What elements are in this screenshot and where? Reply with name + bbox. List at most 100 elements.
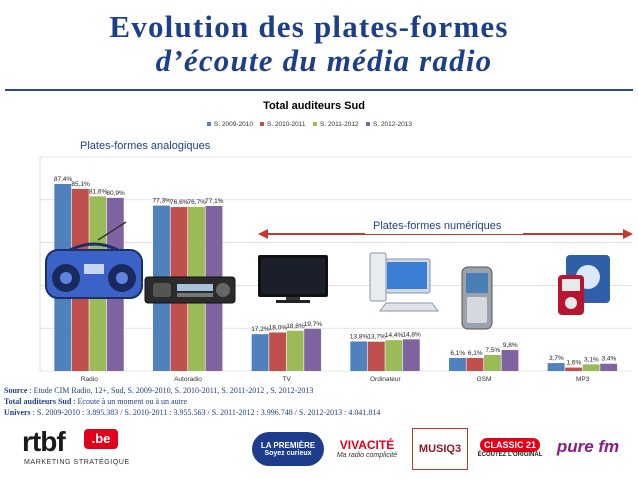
- x-tick-label: MP3: [576, 376, 590, 383]
- data-label: 18,0%: [269, 324, 288, 331]
- x-tick-label: Autoradio: [174, 376, 202, 383]
- legend-swatch: [313, 122, 317, 126]
- legend-label: S. 2009-2010: [214, 121, 253, 128]
- bar-chart: Total auditeurs Sud S. 2009-2010 S. 2010-…: [5, 95, 633, 385]
- chart-x-ticks: Radio Autoradio TV Ordinateur GSM MP3: [81, 376, 590, 383]
- footer-univers-label: Univers: [4, 408, 31, 417]
- data-label: 77,3%: [153, 198, 172, 205]
- computer-icon: [369, 252, 439, 312]
- data-label: 85,1%: [71, 181, 90, 188]
- data-label: 80,9%: [106, 190, 125, 197]
- car-radio-icon: [144, 276, 236, 304]
- footer-source: Source : Etude CIM Radio, 12+, Sud, S. 2…: [4, 386, 313, 395]
- legend-label: S. 2010-2011: [267, 121, 306, 128]
- x-tick-label: Radio: [81, 376, 98, 383]
- title-line-2: d’écoute du média radio: [155, 43, 493, 78]
- analog-label: Plates-formes analogiques: [80, 140, 211, 152]
- footer-univers: Univers : S. 2009-2010 : 3.895.383 / S. …: [4, 408, 380, 417]
- data-label: 13,7%: [367, 334, 386, 341]
- classic21-logo: CLASSIC 21 ÉCOUTEZ L'ORIGINAL: [474, 426, 546, 470]
- musiq3-logo: MUSIQ3: [412, 428, 468, 470]
- legend-swatch: [260, 122, 264, 126]
- data-label: 14,8%: [402, 331, 421, 338]
- x-tick-label: TV: [283, 376, 292, 383]
- tv-icon: [258, 255, 328, 303]
- bar: [449, 357, 466, 371]
- data-label: 87,4%: [54, 176, 73, 183]
- bar: [565, 367, 583, 371]
- gsm-phone-icon: [461, 266, 493, 330]
- data-label: 17,2%: [251, 326, 270, 333]
- chart-data-labels: 87,4%85,1%81,6% 80,9% 77,3% 76,6% 76,7% 77,1%…: [54, 176, 617, 367]
- data-label: 3,4%: [602, 356, 617, 363]
- footer-source-text: : Etude CIM Radio, 12+, Sud, S. 2009-201…: [27, 386, 314, 395]
- digital-arrow-left-icon: [258, 229, 268, 239]
- vivacite-tagline: Ma radio complicité: [336, 451, 398, 459]
- data-label: 13,8%: [350, 333, 369, 340]
- mp3-player-icon: [558, 255, 610, 315]
- rtbf-be-badge: .be: [84, 429, 118, 449]
- bar: [402, 339, 420, 371]
- x-tick-label: GSM: [477, 376, 492, 383]
- analog-annotation: Plates-formes analogiques: [73, 137, 230, 154]
- rtbf-logo: rtbf: [22, 426, 66, 457]
- data-label: 6,1%: [468, 350, 483, 357]
- la-premiere-tagline: Soyez curieux: [264, 450, 312, 457]
- musiq3-name: MUSIQ3: [418, 443, 462, 455]
- data-label: 76,7%: [188, 199, 207, 206]
- x-tick-label: Ordinateur: [370, 376, 402, 383]
- bar: [600, 363, 618, 371]
- vivacite-name: VIVACITÉ: [339, 437, 395, 452]
- data-label: 9,8%: [503, 342, 518, 349]
- data-label: 19,7%: [304, 321, 323, 328]
- bar: [251, 334, 269, 371]
- bar: [582, 364, 600, 371]
- legend-label: S. 2012-2013: [373, 121, 412, 128]
- bar: [304, 328, 322, 371]
- bar: [350, 341, 368, 371]
- bar: [286, 330, 304, 371]
- classic21-tagline: ÉCOUTEZ L'ORIGINAL: [477, 452, 543, 458]
- bar: [484, 354, 501, 371]
- bar: [547, 363, 565, 371]
- vivacite-logo: VIVACITÉ Ma radio complicité: [333, 430, 401, 466]
- bar: [466, 357, 484, 371]
- bar: [501, 350, 519, 371]
- bar: [385, 340, 403, 371]
- data-label: 6,1%: [450, 350, 465, 357]
- legend-swatch: [207, 122, 211, 126]
- data-label: 18,8%: [286, 323, 305, 330]
- legend-swatch: [366, 122, 370, 126]
- pure-fm-name: pure fm: [556, 437, 620, 456]
- slide-title: Evolution des plates-formes d’écoute du …: [0, 10, 638, 78]
- la-premiere-name: LA PREMIÈRE: [260, 441, 316, 450]
- data-label: 77,1%: [205, 198, 224, 205]
- title-line-1: Evolution des plates-formes: [109, 9, 509, 44]
- data-label: 3,1%: [584, 356, 599, 363]
- chart-grid: [39, 156, 632, 372]
- footer-univers-text: : S. 2009-2010 : 3.895.383 / S. 2010-201…: [30, 408, 381, 417]
- data-label: 76,6%: [170, 199, 189, 206]
- footer-total-label: Total auditeurs Sud: [4, 397, 72, 406]
- title-divider: [5, 89, 633, 91]
- footer-total: Total auditeurs Sud : Ecoute à un moment…: [4, 397, 187, 406]
- data-label: 81,6%: [89, 188, 108, 195]
- boombox-icon: [45, 221, 143, 299]
- footer-total-text: : Ecoute à un moment ou à un autre: [71, 397, 188, 406]
- data-label: 7,5%: [485, 347, 500, 354]
- data-label: 1,6%: [567, 360, 582, 367]
- digital-label: Plates-formes numériques: [373, 220, 502, 232]
- data-label: 3,7%: [549, 355, 564, 362]
- footer-source-label: Source: [4, 386, 28, 395]
- pure-fm-logo: pure fm: [556, 432, 620, 462]
- chart-title: Total auditeurs Sud: [263, 100, 365, 112]
- rtbf-subtitle: MARKETING STRATÉGIQUE: [24, 459, 130, 466]
- legend-label: S. 2011-2012: [320, 121, 359, 128]
- digital-annotation: Plates-formes numériques: [258, 217, 633, 239]
- classic21-name: CLASSIC 21: [479, 438, 540, 452]
- digital-arrow-right-icon: [623, 229, 633, 239]
- chart-legend: S. 2009-2010 S. 2010-2011 S. 2011-2012 S. 2…: [207, 121, 412, 128]
- bar: [269, 332, 287, 371]
- bar: [367, 341, 385, 371]
- la-premiere-logo: LA PREMIÈRE Soyez curieux: [252, 432, 324, 466]
